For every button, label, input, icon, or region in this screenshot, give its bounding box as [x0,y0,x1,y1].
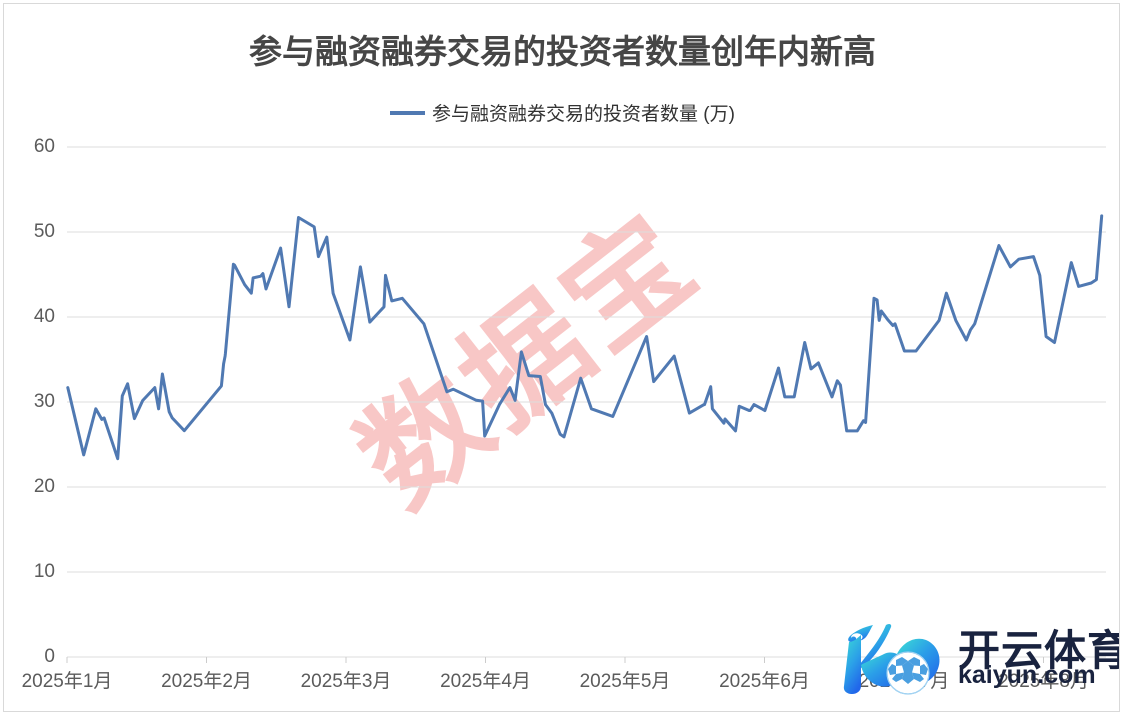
svg-text:50: 50 [34,221,55,242]
svg-text:2025年5月: 2025年5月 [580,670,671,692]
svg-text:30: 30 [34,391,55,412]
svg-text:2025年2月: 2025年2月 [161,670,252,692]
svg-text:2025年3月: 2025年3月 [301,670,392,692]
svg-text:数据宝: 数据宝 [335,188,721,532]
svg-text:20: 20 [34,476,55,497]
svg-text:10: 10 [34,561,55,582]
svg-text:0: 0 [44,646,55,667]
svg-text:60: 60 [34,136,55,157]
svg-text:2025年4月: 2025年4月 [440,670,531,692]
svg-text:40: 40 [34,306,55,327]
svg-text:2025年6月: 2025年6月 [719,670,810,692]
svg-text:2025年1月: 2025年1月 [22,670,113,692]
